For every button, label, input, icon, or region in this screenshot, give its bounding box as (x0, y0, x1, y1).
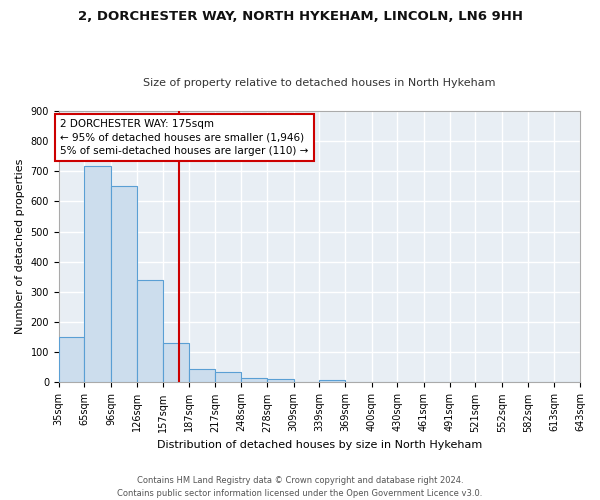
Y-axis label: Number of detached properties: Number of detached properties (15, 159, 25, 334)
Text: Contains HM Land Registry data © Crown copyright and database right 2024.
Contai: Contains HM Land Registry data © Crown c… (118, 476, 482, 498)
Bar (189, 370, 215, 382)
X-axis label: Distribution of detached houses by size in North Hykeham: Distribution of detached houses by size … (157, 440, 482, 450)
Bar (163, 343, 189, 382)
Text: 2, DORCHESTER WAY, NORTH HYKEHAM, LINCOLN, LN6 9HH: 2, DORCHESTER WAY, NORTH HYKEHAM, LINCOL… (77, 10, 523, 23)
Bar (111, 186, 137, 382)
Bar (59, 337, 85, 382)
Bar (267, 380, 293, 382)
Bar (85, 166, 111, 382)
Bar (137, 280, 163, 382)
Bar (319, 380, 345, 382)
Bar (215, 372, 241, 382)
Bar (241, 378, 267, 382)
Title: Size of property relative to detached houses in North Hykeham: Size of property relative to detached ho… (143, 78, 496, 88)
Text: 2 DORCHESTER WAY: 175sqm
← 95% of detached houses are smaller (1,946)
5% of semi: 2 DORCHESTER WAY: 175sqm ← 95% of detach… (61, 120, 309, 156)
